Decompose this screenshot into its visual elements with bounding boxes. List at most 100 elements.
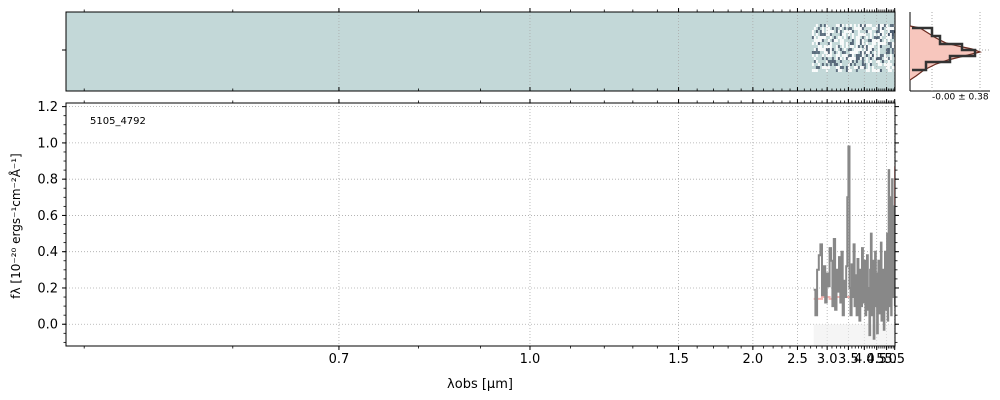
twod-pixel [821,36,824,39]
twod-pixel [855,66,858,69]
twod-pixel [841,54,844,57]
twod-pixel [891,30,894,33]
twod-pixel [887,42,890,45]
twod-pixel [893,69,895,72]
twod-pixel [891,33,894,36]
twod-pixel [843,51,846,54]
twod-pixel [827,30,830,33]
twod-pixel [815,48,818,51]
twod-pixel [893,42,895,45]
twod-pixel [871,42,874,45]
twod-pixel [873,27,876,30]
twod-pixel [849,57,852,60]
twod-pixel [843,36,846,39]
twod-pixel [857,33,860,36]
twod-pixel [863,45,866,48]
twod-pixel [839,60,842,63]
twod-pixel [823,36,826,39]
twod-pixel [877,51,880,54]
twod-pixel [821,33,824,36]
twod-pixel [877,27,880,30]
twod-pixel [831,60,834,63]
twod-pixel [873,36,876,39]
twod-pixel [881,24,884,27]
twod-pixel [847,66,850,69]
twod-pixel [865,30,868,33]
twod-pixel [813,27,816,30]
twod-pixel [837,36,840,39]
twod-pixel [887,51,890,54]
twod-pixel [867,66,870,69]
twod-pixel [817,45,820,48]
x-tick-label: 3.5 [838,352,859,367]
twod-pixel [893,48,895,51]
twod-pixel [837,69,840,72]
twod-pixel [859,33,862,36]
twod-pixel [843,30,846,33]
twod-pixel [869,54,872,57]
x-tick-label: 4.5 [866,352,887,367]
x-tick-label: 0.7 [329,352,350,367]
twod-pixel [835,48,838,51]
twod-pixel [851,30,854,33]
twod-pixel [817,48,820,51]
twod-pixel [813,51,816,54]
main-tick-labels: 0.7 1.0 1.5 2.0 2.5 3.0 3.54.04.55.05.5 0.0 0.2 0… [37,100,905,367]
twod-pixel [877,54,880,57]
twod-pixel [821,30,824,33]
twod-pixel [877,57,880,60]
twod-pixel [839,57,842,60]
observed-spectrum [813,145,895,340]
twod-pixel [815,33,818,36]
twod-pixel [833,36,836,39]
twod-pixel [811,36,814,39]
twod-pixel [817,66,820,69]
twod-pixel [885,51,888,54]
twod-pixel [847,69,850,72]
twod-pixel [871,48,874,51]
twod-pixel [883,24,886,27]
twod-pixel [849,51,852,54]
twod-pixel [851,60,854,63]
twod-pixel [849,69,852,72]
twod-pixel [893,57,895,60]
twod-pixel [873,33,876,36]
twod-pixel [875,57,878,60]
twod-pixel [841,51,844,54]
twod-pixel [879,45,882,48]
twod-pixel [867,63,870,66]
twod-pixel [891,48,894,51]
y-tick-label: 0.8 [37,173,58,188]
twod-pixel [853,24,856,27]
twod-pixel [887,48,890,51]
y-axis-label: fλ [10⁻²⁰ ergs⁻¹cm⁻²Å⁻¹] [8,153,23,298]
twod-pixel [847,54,850,57]
twod-pixel [853,27,856,30]
twod-pixel [871,69,874,72]
twod-pixel [859,27,862,30]
twod-background [66,12,895,91]
twod-pixel [817,42,820,45]
twod-pixel [869,33,872,36]
twod-pixel [853,63,856,66]
twod-pixel [885,48,888,51]
twod-pixel [845,30,848,33]
twod-pixel [859,42,862,45]
twod-pixel [863,24,866,27]
twod-pixel [869,39,872,42]
twod-pixel [857,30,860,33]
twod-pixel [893,54,895,57]
twod-pixel [849,30,852,33]
twod-pixel [841,24,844,27]
main-ticks [62,99,899,350]
twod-pixel [871,66,874,69]
twod-pixel [863,33,866,36]
twod-pixel [837,45,840,48]
twod-pixel [835,63,838,66]
twod-pixel [857,42,860,45]
twod-pixel [877,33,880,36]
twod-pixel [865,45,868,48]
x-tick-label: 2.0 [743,352,764,367]
twod-pixel [857,57,860,60]
twod-pixel [817,27,820,30]
